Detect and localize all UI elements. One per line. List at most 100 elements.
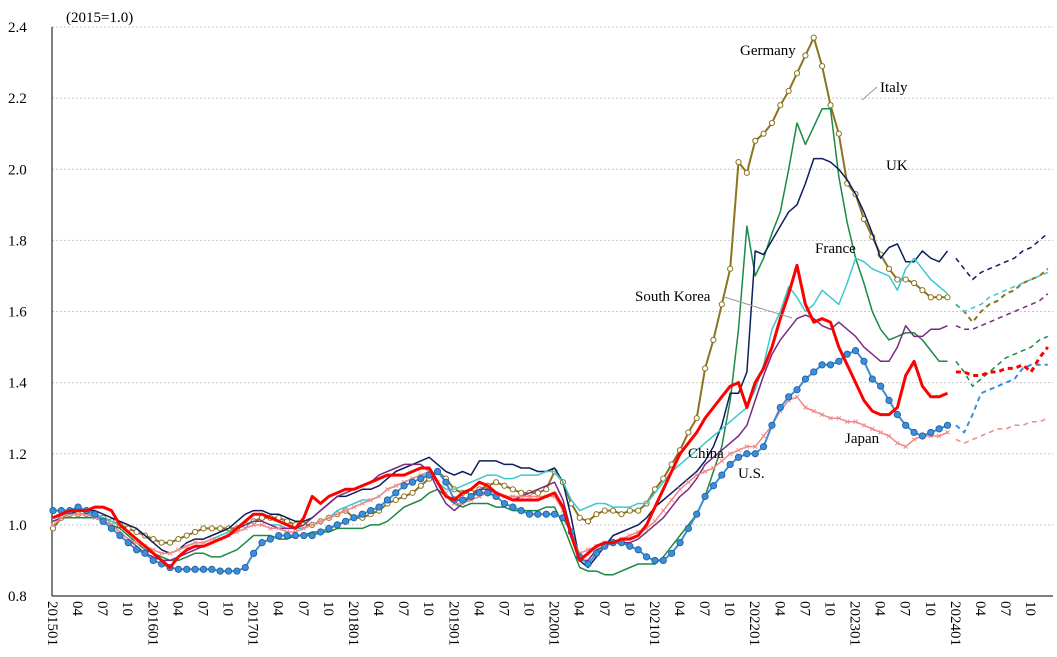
marker xyxy=(484,489,492,497)
marker xyxy=(902,421,910,429)
x-tick-label: 10 xyxy=(320,601,336,616)
marker xyxy=(417,475,425,483)
marker xyxy=(927,294,934,301)
marker xyxy=(50,522,56,528)
x-tick-label: 04 xyxy=(571,601,587,617)
marker xyxy=(793,70,801,77)
x-tick-label: 202101 xyxy=(646,601,662,646)
series-4 xyxy=(52,293,1049,562)
x-tick-label: 07 xyxy=(295,601,311,617)
marker xyxy=(744,444,750,449)
marker xyxy=(777,102,784,109)
marker xyxy=(684,524,692,533)
marker xyxy=(208,525,215,532)
marker xyxy=(75,511,81,517)
x-tick-label: 10 xyxy=(621,601,637,616)
y-tick-label: 1.4 xyxy=(8,376,27,392)
x-tick-label: 202301 xyxy=(847,601,863,646)
marker xyxy=(727,265,734,272)
marker xyxy=(885,265,893,272)
marker xyxy=(811,408,817,414)
series-label: France xyxy=(815,241,856,257)
series-2 xyxy=(52,157,1049,569)
x-tick-label: 07 xyxy=(395,601,411,617)
marker xyxy=(610,507,617,514)
y-tick-label: 1.2 xyxy=(8,447,27,463)
marker xyxy=(718,301,725,308)
marker xyxy=(719,458,725,464)
marker xyxy=(442,478,450,486)
line xyxy=(52,157,949,569)
x-tick-label: 07 xyxy=(596,601,612,617)
marker xyxy=(383,496,391,504)
x-tick-label: 04 xyxy=(270,601,286,617)
marker xyxy=(176,547,181,553)
x-tick-label: 04 xyxy=(470,601,486,617)
x-tick-label: 04 xyxy=(169,601,185,617)
marker xyxy=(209,536,215,542)
marker xyxy=(736,447,741,453)
marker xyxy=(359,501,365,506)
marker xyxy=(510,494,516,499)
marker xyxy=(918,432,927,440)
x-tick-label: 04 xyxy=(69,601,85,617)
x-tick-label: 04 xyxy=(972,601,988,617)
marker xyxy=(810,34,817,41)
marker xyxy=(902,276,909,283)
marker xyxy=(525,510,534,518)
x-tick-label: 10 xyxy=(420,601,436,616)
marker xyxy=(200,525,207,532)
marker xyxy=(877,382,885,390)
y-tick-label: 1.0 xyxy=(8,518,27,534)
marker xyxy=(576,514,583,521)
marker xyxy=(59,515,64,521)
marker xyxy=(385,486,390,492)
marker xyxy=(743,169,750,176)
marker xyxy=(785,393,793,401)
series-label: Japan xyxy=(845,431,880,447)
marker xyxy=(266,535,274,543)
marker xyxy=(701,365,709,372)
marker xyxy=(351,504,357,510)
x-tick-label: 202401 xyxy=(947,601,963,646)
marker xyxy=(752,137,759,144)
marker xyxy=(326,515,332,521)
marker xyxy=(652,518,658,524)
marker xyxy=(910,279,918,287)
marker xyxy=(677,486,683,492)
x-tick-label: 04 xyxy=(671,601,687,617)
marker xyxy=(251,522,256,528)
marker xyxy=(233,567,241,575)
x-tick-label: 201501 xyxy=(44,601,60,646)
x-tick-label: 10 xyxy=(1022,601,1038,616)
marker xyxy=(895,440,900,446)
marker xyxy=(534,510,542,518)
series-label: China xyxy=(688,446,724,462)
marker xyxy=(49,507,57,515)
marker xyxy=(301,526,307,531)
marker xyxy=(283,531,291,540)
marker xyxy=(368,497,374,503)
marker xyxy=(626,507,633,514)
x-tick-label: 10 xyxy=(922,601,938,616)
y-tick-label: 1.8 xyxy=(8,233,27,249)
marker xyxy=(686,479,691,485)
marker xyxy=(626,542,634,550)
marker xyxy=(133,546,141,554)
marker xyxy=(159,550,165,556)
marker xyxy=(318,518,323,524)
marker xyxy=(903,444,909,449)
marker xyxy=(500,499,509,508)
line xyxy=(52,314,948,562)
marker xyxy=(392,489,400,497)
marker xyxy=(518,489,525,496)
x-tick-label: 201601 xyxy=(144,601,160,646)
marker xyxy=(701,492,709,501)
marker xyxy=(467,492,475,501)
marker xyxy=(141,549,149,557)
marker xyxy=(133,528,140,536)
marker xyxy=(869,426,875,432)
marker xyxy=(459,496,467,504)
marker xyxy=(333,521,341,529)
